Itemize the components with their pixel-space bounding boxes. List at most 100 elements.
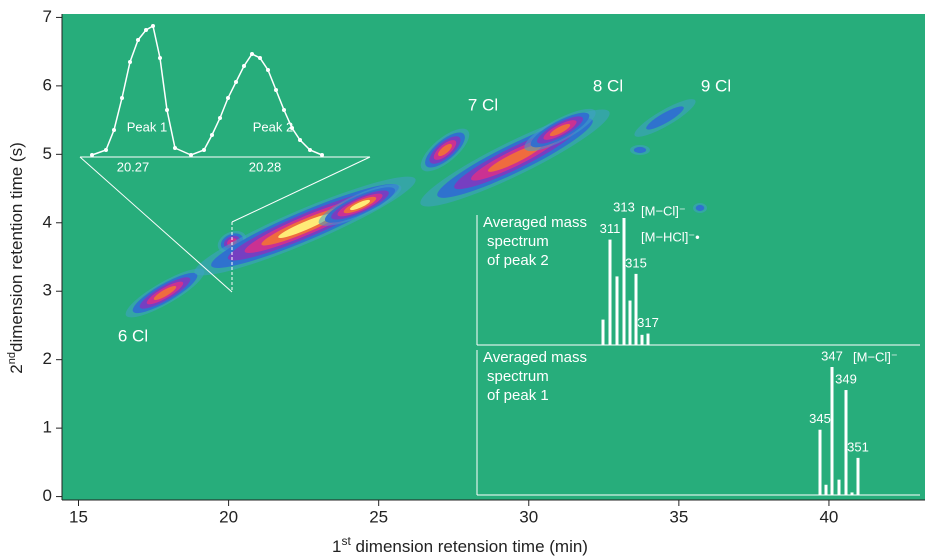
- inset-point: [308, 148, 312, 152]
- cluster-label: 7 Cl: [468, 95, 498, 114]
- spectrum-title: spectrum: [487, 368, 549, 385]
- inset-point: [128, 60, 132, 64]
- spectrum-title: Averaged mass: [483, 214, 587, 231]
- x-tick-label: 15: [69, 507, 88, 526]
- mz-label: 313: [613, 199, 635, 214]
- contour-level: [695, 204, 705, 212]
- peak-time: 20.28: [249, 159, 282, 174]
- spectrum-bar: [634, 273, 638, 345]
- spectrum-bar: [622, 218, 626, 345]
- peak-label: Peak 2: [253, 119, 293, 134]
- spectrum-bar: [844, 390, 848, 495]
- inset-point: [234, 80, 238, 84]
- inset-point: [136, 38, 140, 42]
- mz-label: 345: [809, 411, 831, 426]
- inset-point: [173, 146, 177, 150]
- inset-point: [202, 148, 206, 152]
- spectrum-bar: [615, 276, 619, 345]
- spectrum-title: Averaged mass: [483, 349, 587, 366]
- mz-label: 351: [847, 439, 869, 454]
- mz-label: 311: [600, 221, 621, 236]
- y-tick-label: 3: [43, 281, 52, 300]
- peak-label: Peak 1: [127, 119, 167, 134]
- mz-label: 317: [637, 315, 659, 330]
- y-tick-label: 6: [43, 75, 52, 94]
- spectrum-bar: [601, 319, 605, 345]
- y-tick-label: 4: [43, 212, 52, 231]
- y-tick-label: 1: [43, 418, 52, 437]
- spectrum-bar: [830, 367, 834, 495]
- cluster-label: 8 Cl: [593, 76, 623, 95]
- contour-level: [633, 146, 647, 154]
- x-tick-label: 40: [819, 507, 838, 526]
- y-title-text: dimension retention time (s): [7, 142, 26, 352]
- x-tick-label: 35: [669, 507, 688, 526]
- cluster-label: 9 Cl: [701, 76, 731, 95]
- contour-level: [153, 286, 177, 300]
- inset-point: [298, 138, 302, 142]
- y-tick-label: 0: [43, 486, 52, 505]
- x-tick-label: 25: [369, 507, 388, 526]
- peak-time: 20.27: [117, 159, 150, 174]
- inset-point: [112, 128, 116, 132]
- x-tick-label: 20: [219, 507, 238, 526]
- x-title-text: dimension retension time (min): [351, 537, 588, 556]
- x-title-prefix: 1: [332, 537, 341, 556]
- inset-point: [210, 133, 214, 137]
- contour-level: [278, 214, 332, 238]
- inset-point: [90, 153, 94, 157]
- mz-label: 349: [835, 371, 857, 386]
- x-tick-label: 30: [519, 507, 538, 526]
- contour-level: [646, 106, 684, 130]
- inset-point: [226, 96, 230, 100]
- inset-point: [290, 126, 294, 130]
- inset-point: [282, 108, 286, 112]
- inset-point: [320, 153, 324, 157]
- inset-point: [120, 96, 124, 100]
- spectrum-bar: [646, 333, 650, 345]
- spectrum-bar: [850, 492, 854, 495]
- spectrum-bar: [608, 239, 612, 345]
- ion-label: [M−HCl]⁻•: [641, 229, 700, 244]
- plot-background: [62, 14, 925, 500]
- inset-point: [104, 148, 108, 152]
- spectrum-bar: [824, 484, 828, 495]
- inset-point: [144, 28, 148, 32]
- contour-level: [549, 123, 571, 137]
- spectrum-title: spectrum: [487, 233, 549, 250]
- x-title-sup: st: [341, 534, 351, 548]
- inset-point: [165, 108, 169, 112]
- inset-point: [258, 56, 262, 60]
- ion-label: [M−Cl]⁻: [853, 349, 898, 364]
- contour-level: [487, 144, 543, 172]
- y-tick-label: 7: [43, 7, 52, 26]
- x-axis-title: 1st dimension retension time (min): [332, 534, 588, 556]
- contour-level: [438, 143, 452, 157]
- spectrum-bar: [628, 300, 632, 345]
- spectrum-bar: [856, 457, 860, 495]
- y-tick-label: 5: [43, 144, 52, 163]
- spectrum-title: of peak 2: [487, 252, 549, 269]
- inset-point: [151, 24, 155, 28]
- y-tick-label: 2: [43, 349, 52, 368]
- contour-blobs: [125, 99, 707, 318]
- inset-link: [79, 156, 233, 293]
- y-axis-title: 2nddimension retention time (s): [6, 142, 27, 373]
- inset-point: [250, 52, 254, 56]
- spectrum-bar: [837, 479, 841, 495]
- inset-point: [189, 153, 193, 157]
- spectrum-title: of peak 1: [487, 387, 549, 404]
- inset-point: [242, 64, 246, 68]
- ion-label: [M−Cl]⁻: [641, 203, 686, 218]
- spectrum-bar: [640, 334, 644, 345]
- contour-level: [349, 199, 371, 211]
- cluster-label: 6 Cl: [118, 326, 148, 345]
- y-title-prefix: 2: [7, 364, 26, 373]
- mz-label: 347: [821, 348, 843, 363]
- inset-point: [218, 116, 222, 120]
- inset-link: [231, 156, 371, 223]
- y-title-sup: nd: [6, 352, 18, 364]
- inset-point: [274, 88, 278, 92]
